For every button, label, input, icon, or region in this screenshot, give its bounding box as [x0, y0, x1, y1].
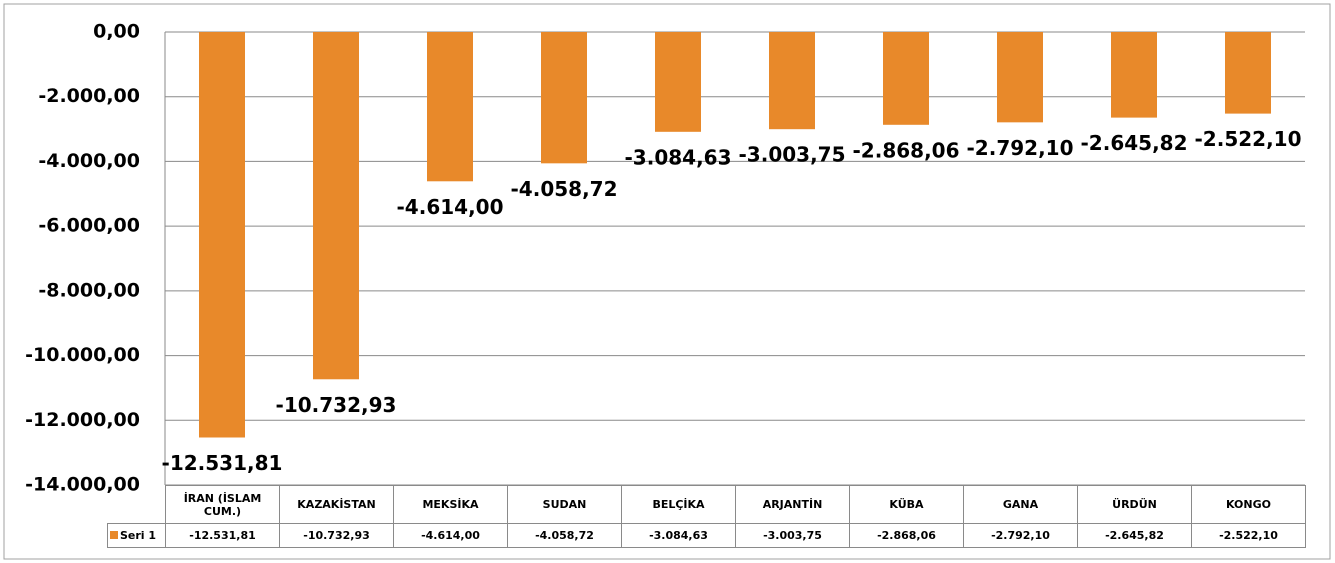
table-value-row: Seri 1 -12.531,81 -10.732,93 -4.614,00 -4.0…: [107, 523, 1306, 548]
table-value: -4.614,00: [393, 523, 508, 548]
table-value: -10.732,93: [279, 523, 394, 548]
x-tick-label: KAZAKİSTAN: [279, 485, 394, 524]
bar: [1111, 32, 1157, 118]
x-tick-label: ÜRDÜN: [1077, 485, 1192, 524]
data-label: -3.084,63: [625, 145, 732, 169]
bar: [769, 32, 815, 130]
table-value: -2.792,10: [963, 523, 1078, 548]
table-value: -2.645,82: [1077, 523, 1192, 548]
bar: [655, 32, 701, 132]
bar: [1225, 32, 1271, 114]
y-tick-label: -6.000,00: [38, 215, 140, 237]
x-tick-label: KONGO: [1191, 485, 1306, 524]
bar: [427, 32, 473, 182]
bar: [199, 32, 245, 438]
data-label: -2.868,06: [853, 138, 960, 162]
legend-label: Seri 1: [120, 529, 157, 542]
bar: [541, 32, 587, 164]
bar: [883, 32, 929, 125]
legend-key: [110, 531, 118, 539]
y-tick-label: -10.000,00: [25, 344, 140, 366]
table-value: -2.522,10: [1191, 523, 1306, 548]
table-corner: [107, 485, 166, 524]
table-value: -3.084,63: [621, 523, 736, 548]
x-tick-label: BELÇİKA: [621, 485, 736, 524]
data-table: İRAN (İSLAM CUM.) KAZAKİSTAN MEKSİKA SUDAN B…: [107, 485, 1306, 548]
data-label: -2.522,10: [1195, 127, 1302, 151]
y-tick-label: -8.000,00: [38, 279, 140, 301]
data-label: -2.645,82: [1081, 131, 1188, 155]
data-label: -10.732,93: [276, 393, 397, 417]
bar: [997, 32, 1043, 123]
x-tick-label: KÜBA: [849, 485, 964, 524]
data-label: -3.003,75: [739, 143, 846, 167]
data-label: -4.614,00: [397, 195, 504, 219]
table-header-row: İRAN (İSLAM CUM.) KAZAKİSTAN MEKSİKA SUDAN B…: [107, 485, 1306, 524]
y-tick-label: -4.000,00: [38, 150, 140, 172]
x-tick-label: ARJANTİN: [735, 485, 850, 524]
chart-frame: [3, 3, 1331, 560]
y-tick-label: 0,00: [93, 21, 140, 43]
x-tick-label: İRAN (İSLAM CUM.): [165, 485, 280, 524]
table-value: -12.531,81: [165, 523, 280, 548]
table-value: -4.058,72: [507, 523, 622, 548]
legend-cell: Seri 1: [107, 523, 166, 548]
y-tick-label: -12.000,00: [25, 409, 140, 431]
data-label: -12.531,81: [162, 451, 283, 475]
data-label: -4.058,72: [511, 177, 618, 201]
table-value: -3.003,75: [735, 523, 850, 548]
table-value: -2.868,06: [849, 523, 964, 548]
y-tick-label: -2.000,00: [38, 85, 140, 107]
x-tick-label: GANA: [963, 485, 1078, 524]
x-tick-label: SUDAN: [507, 485, 622, 524]
data-label: -2.792,10: [967, 136, 1074, 160]
x-tick-label: MEKSİKA: [393, 485, 508, 524]
bar: [313, 32, 359, 380]
